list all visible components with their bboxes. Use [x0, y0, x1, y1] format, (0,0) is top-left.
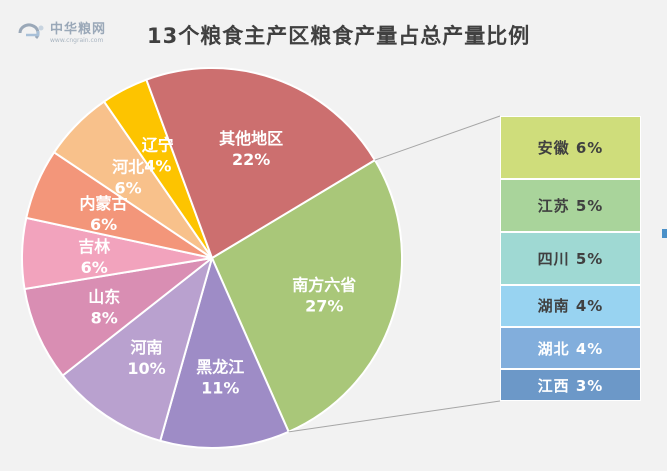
slice-percent: 6%	[90, 215, 117, 234]
breakdown-segment: 四川 5%	[500, 232, 641, 285]
slice-percent: 10%	[127, 359, 165, 378]
breakdown-segment: 安徽 6%	[500, 116, 641, 180]
slice-label: 河南	[130, 338, 162, 357]
connector-line	[374, 115, 501, 161]
pie-slice	[159, 255, 290, 449]
breakdown-segment: 江西 3%	[500, 369, 641, 401]
connector-line	[288, 400, 501, 433]
pie-slice	[145, 67, 377, 260]
slice-percent: 4%	[144, 156, 171, 175]
chart-title: 13个粮食主产区粮食产量占总产量比例	[147, 24, 531, 48]
breakdown-label: 江苏 5%	[537, 197, 604, 216]
breakdown-segment: 湖北 4%	[500, 327, 641, 370]
breakdown-label: 安徽 6%	[537, 139, 604, 158]
edge-marker	[662, 229, 667, 238]
pie-slice	[61, 255, 214, 443]
slice-label: 河北	[112, 157, 144, 176]
slice-percent: 27%	[305, 297, 343, 316]
logo-url: www.cngrain.com	[50, 36, 104, 44]
logo-name: 中华粮网	[50, 21, 107, 37]
cngrain-logo: 中华粮网 www.cngrain.com	[16, 22, 106, 44]
slice-percent: 11%	[201, 379, 239, 398]
slice-percent: 6%	[115, 178, 142, 197]
breakdown-bar: 安徽 6% 江苏 5% 四川 5% 湖南 4% 湖北 4% 江西 3%	[500, 116, 641, 401]
slice-label: 山东	[88, 288, 120, 307]
slice-percent: 8%	[91, 309, 118, 328]
breakdown-label: 湖北 4%	[537, 339, 604, 358]
breakdown-label: 湖南 4%	[537, 297, 604, 316]
slice-label: 黑龙江	[196, 358, 244, 377]
cngrain-logo-icon	[16, 22, 46, 44]
slice-label: 南方六省	[292, 276, 356, 295]
breakdown-label: 江西 3%	[537, 376, 604, 395]
slice-label: 内蒙古	[80, 194, 128, 213]
slice-percent: 6%	[81, 258, 108, 277]
breakdown-label: 四川 5%	[537, 249, 604, 268]
pie-slice	[23, 257, 213, 377]
breakdown-segment: 湖南 4%	[500, 284, 641, 328]
breakdown-segment: 江苏 5%	[500, 179, 641, 233]
slice-percent: 22%	[232, 150, 270, 169]
slice-label: 吉林	[78, 237, 110, 256]
slice-label: 其他地区	[219, 129, 283, 148]
slice-label: 辽宁	[142, 135, 174, 154]
